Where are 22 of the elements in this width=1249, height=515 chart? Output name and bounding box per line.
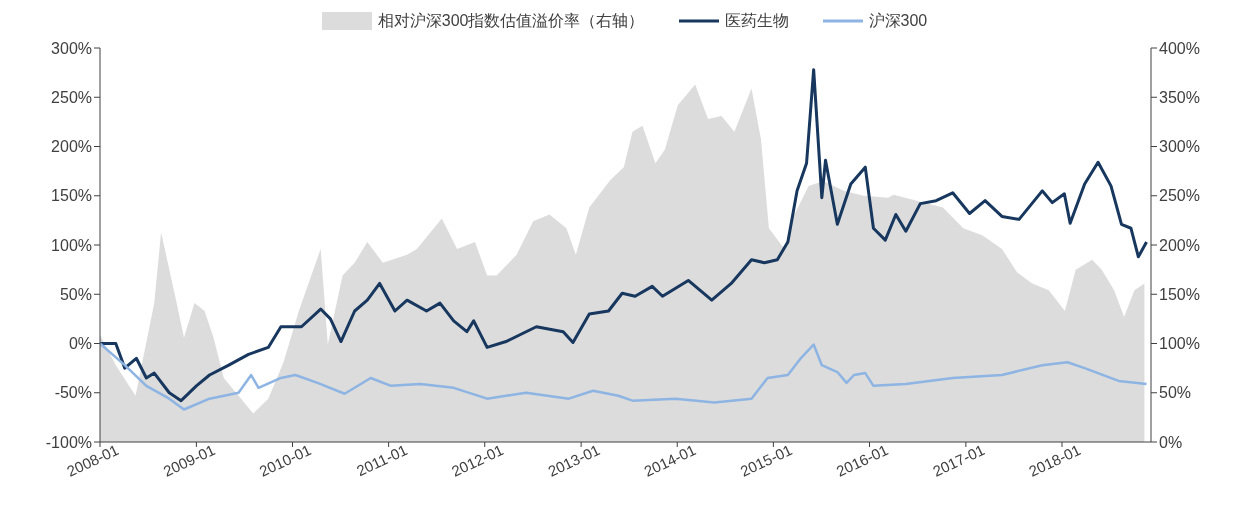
line-series — [100, 342, 1148, 411]
y2-tick-label: 150% — [1159, 285, 1200, 303]
y2-tick-label: 250% — [1159, 187, 1200, 205]
y-tick-label: 0% — [68, 335, 92, 353]
y-tick-label: 150% — [51, 187, 92, 205]
y-tick-label: 200% — [51, 138, 92, 156]
y2-tick-label: 0% — [1159, 433, 1183, 451]
y2-tick-label: 350% — [1159, 88, 1200, 106]
legend-label: 相对沪深300指数估值溢价率（右轴） — [377, 10, 645, 31]
y-tick-label: -50% — [54, 384, 92, 402]
y2-tick-label: 300% — [1159, 138, 1200, 156]
y2-tick-label: 50% — [1159, 384, 1192, 402]
y2-tick-label: 100% — [1159, 335, 1200, 353]
y-tick-label: 300% — [51, 39, 92, 57]
y-tick-label: 100% — [51, 236, 92, 254]
y2-tick-label: 400% — [1159, 39, 1200, 57]
y-tick-label: -100% — [45, 433, 92, 451]
legend-label: 沪深300 — [868, 10, 928, 31]
y-tick-label: 50% — [59, 285, 92, 303]
legend-label: 医药生物 — [724, 10, 789, 31]
y-tick-label: 250% — [51, 88, 92, 106]
y2-tick-label: 200% — [1159, 236, 1200, 254]
